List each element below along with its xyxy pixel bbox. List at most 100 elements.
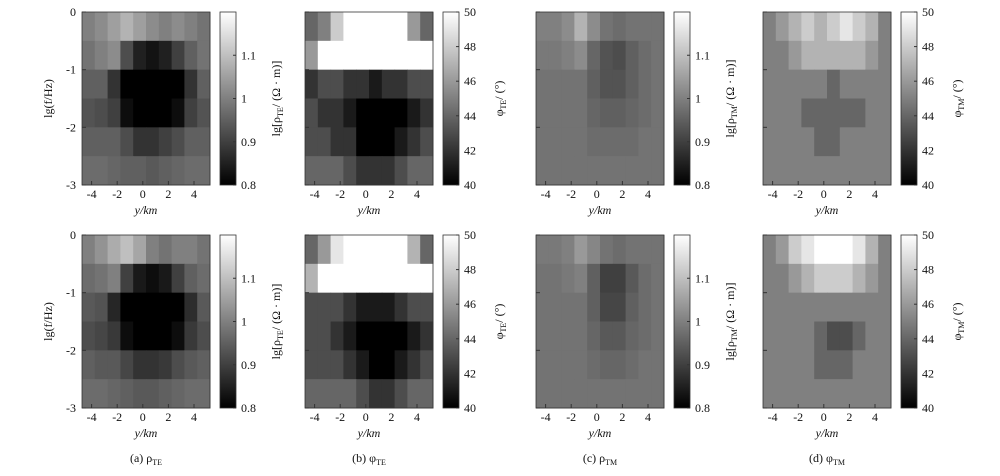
heat-cell xyxy=(763,127,777,157)
colorbar-label-part: lg[ρ xyxy=(269,340,283,359)
heat-cell xyxy=(651,321,665,351)
heat-cell xyxy=(852,12,866,42)
heat-cell xyxy=(651,127,665,157)
heat-cell xyxy=(420,321,434,351)
heat-cell xyxy=(197,379,211,409)
heat-cell xyxy=(343,321,357,351)
heat-cell xyxy=(865,379,879,409)
x-tick-label: -2 xyxy=(112,187,122,201)
heat-cell xyxy=(343,127,357,157)
x-axis-label: y/km xyxy=(357,203,381,217)
x-tick-label: -2 xyxy=(793,187,803,201)
heat-cell xyxy=(587,12,601,42)
axes-frame xyxy=(762,234,892,409)
heat-cell xyxy=(574,40,588,71)
heat-cell xyxy=(788,292,802,322)
heat-cell xyxy=(330,350,344,380)
heat-cell xyxy=(197,292,211,322)
colorbar-label-part: TE xyxy=(499,323,508,333)
heat-cell xyxy=(82,127,96,157)
colorbar-label-part: / (Ω · m)] xyxy=(723,60,737,107)
heat-cell xyxy=(305,40,319,71)
heat-cell xyxy=(381,69,396,99)
colorbar-tick-label: 1 xyxy=(241,92,247,106)
heat-cell xyxy=(852,321,866,351)
colorbar-tick-label: 1.1 xyxy=(695,48,710,62)
heat-cell xyxy=(107,12,121,42)
heat-cell xyxy=(394,321,408,351)
heat-cell xyxy=(775,40,790,71)
heat-cell xyxy=(407,156,421,186)
heat-cell xyxy=(878,350,892,380)
heat-cell xyxy=(839,69,854,99)
colorbar-label-part: / (°) xyxy=(950,302,964,321)
heat-cell xyxy=(827,235,841,265)
heat-cell xyxy=(94,350,109,380)
heat-cell xyxy=(827,292,841,322)
heat-cell xyxy=(369,98,383,128)
heat-cell xyxy=(133,127,147,157)
heat-cell xyxy=(158,40,173,71)
y-tick-label: -3 xyxy=(66,178,76,192)
heat-cell xyxy=(814,292,828,322)
caption: (d) φTM xyxy=(809,451,845,467)
heat-cell xyxy=(561,350,575,380)
colorbar-tick-label: 1 xyxy=(695,92,701,106)
heat-cell xyxy=(788,379,802,409)
heat-cell xyxy=(197,156,211,186)
heat-cell xyxy=(814,40,828,71)
x-tick-label: 4 xyxy=(872,187,878,201)
heat-cell xyxy=(763,40,777,71)
heat-cell xyxy=(638,98,652,128)
heat-cell xyxy=(317,235,332,265)
colorbar-label-part: / (Ω · m)] xyxy=(723,283,737,330)
heat-cell xyxy=(600,40,614,71)
x-tick-label: 4 xyxy=(191,410,197,424)
heat-cell xyxy=(120,379,134,409)
heat-cell xyxy=(356,350,370,380)
heat-cell xyxy=(878,12,892,42)
heat-cell xyxy=(612,263,627,294)
x-tick-label: -2 xyxy=(335,410,345,424)
heat-cell xyxy=(865,40,879,71)
heat-cell xyxy=(94,379,109,409)
heat-cell xyxy=(587,98,601,128)
caption-part: (d) φ xyxy=(809,451,833,465)
heat-cell xyxy=(827,321,841,351)
heat-cell xyxy=(775,263,790,294)
x-tick-label: 0 xyxy=(363,410,369,424)
heat-cell xyxy=(330,235,344,265)
heat-cell xyxy=(407,127,421,157)
heat-cell xyxy=(171,379,185,409)
heat-cell xyxy=(120,235,134,265)
heat-cell xyxy=(146,235,160,265)
heat-cell xyxy=(600,379,614,409)
heat-cell xyxy=(839,321,854,351)
heat-cell xyxy=(356,69,370,99)
heat-cell xyxy=(330,98,344,128)
heat-cell xyxy=(407,321,421,351)
x-tick-label: -4 xyxy=(541,410,551,424)
heat-cell xyxy=(381,40,396,71)
heat-cell xyxy=(625,350,639,380)
heat-cell xyxy=(420,156,434,186)
heat-cell xyxy=(536,350,550,380)
colorbar-tick-label: 46 xyxy=(922,74,934,88)
heat-cell xyxy=(171,69,185,99)
heat-cell xyxy=(82,69,96,99)
heat-cell xyxy=(420,98,434,128)
heat-cell xyxy=(407,98,421,128)
heat-cell xyxy=(330,127,344,157)
colorbar-label-part: / (°) xyxy=(492,81,506,100)
heat-cell xyxy=(343,69,357,99)
heat-cell xyxy=(133,12,147,42)
heat-cell xyxy=(852,292,866,322)
heat-cell xyxy=(587,127,601,157)
heat-cell xyxy=(94,156,109,186)
heat-cell xyxy=(638,292,652,322)
heat-cell xyxy=(651,235,665,265)
heat-cell xyxy=(865,12,879,42)
heat-cell xyxy=(814,127,828,157)
heat-cell xyxy=(548,127,563,157)
heat-cell xyxy=(407,40,421,71)
